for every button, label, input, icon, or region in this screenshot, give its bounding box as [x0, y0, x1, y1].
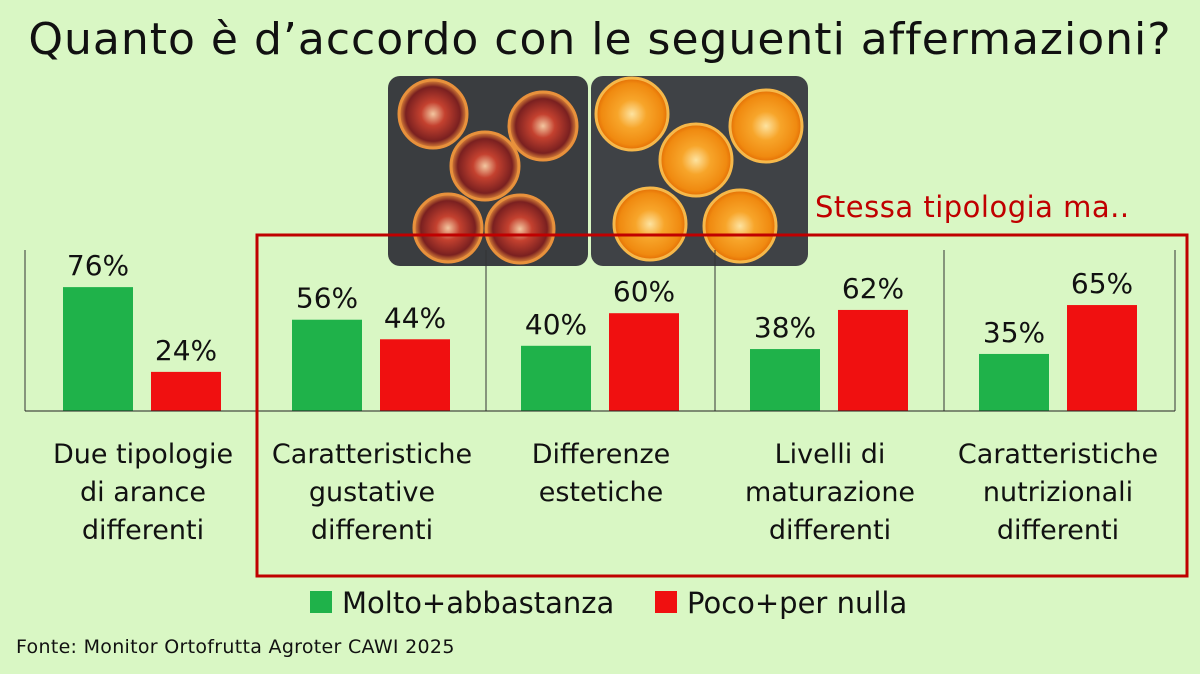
- legend-swatch-red: [655, 591, 677, 613]
- value-label: 24%: [155, 334, 217, 367]
- category-label: Caratteristiche nutrizionali differenti: [943, 436, 1173, 550]
- category-label-line: maturazione: [744, 477, 916, 508]
- legend-label-poco: Poco+per nulla: [687, 586, 908, 620]
- value-label: 62%: [842, 272, 904, 305]
- category-label-line: differenti: [768, 515, 892, 546]
- category-label-line: Caratteristiche: [957, 439, 1159, 470]
- value-label: 76%: [67, 249, 129, 282]
- category-label-line: Livelli di: [774, 439, 886, 470]
- value-label: 56%: [296, 282, 358, 315]
- category-label-line: differenti: [310, 515, 434, 546]
- bar-green-5: [979, 353, 1049, 411]
- category-label: Due tipologie di arance differenti: [28, 436, 258, 550]
- category-label: Differenze estetiche: [486, 436, 716, 512]
- legend-item-poco: Poco+per nulla: [655, 586, 907, 620]
- category-label-line: Due tipologie: [52, 439, 234, 470]
- bar-red-5: [1067, 305, 1137, 411]
- chart-title: Quanto è d’accordo con le seguenti affer…: [28, 14, 1172, 65]
- value-label: 60%: [613, 275, 675, 308]
- highlight-subtitle: Stessa tipologia ma..: [815, 190, 1130, 224]
- bar-green-2: [292, 319, 362, 411]
- value-label: 65%: [1071, 267, 1133, 300]
- bar-green-1: [63, 287, 133, 411]
- bar-red-2: [380, 339, 450, 411]
- bar-green-4: [750, 349, 820, 411]
- bar-red-1: [151, 371, 221, 411]
- value-label: 40%: [525, 308, 587, 341]
- source-note: Fonte: Monitor Ortofrutta Agroter CAWI 2…: [16, 636, 455, 658]
- value-label: 44%: [384, 301, 446, 334]
- orange-photos: [388, 76, 808, 266]
- category-label: Livelli di maturazione differenti: [715, 436, 945, 550]
- category-label-line: Differenze: [531, 439, 671, 470]
- category-label-line: gustative: [308, 477, 436, 508]
- bar-red-3: [609, 313, 679, 411]
- category-label-line: estetiche: [538, 477, 664, 508]
- category-label-line: differenti: [81, 515, 205, 546]
- bars: [63, 287, 1137, 411]
- blood-orange-slices: [397, 78, 579, 265]
- category-label-line: Caratteristiche: [271, 439, 473, 470]
- legend-swatch-green: [310, 591, 332, 613]
- legend-item-molto: Molto+abbastanza: [310, 586, 614, 620]
- value-label: 38%: [754, 311, 816, 344]
- value-labels: 76% 56% 40% 38% 35% 24% 44% 60% 62% 65%: [67, 249, 1133, 367]
- bar-green-3: [521, 345, 591, 411]
- category-label: Caratteristiche gustative differenti: [257, 436, 487, 550]
- orange-slices: [594, 76, 804, 264]
- category-label-line: di arance: [80, 477, 206, 508]
- legend-label-molto: Molto+abbastanza: [342, 586, 615, 620]
- bar-red-4: [838, 309, 908, 411]
- value-label: 35%: [983, 316, 1045, 349]
- category-label-line: differenti: [996, 515, 1120, 546]
- highlight-box: [255, 233, 1189, 578]
- category-label-line: nutrizionali: [982, 477, 1134, 508]
